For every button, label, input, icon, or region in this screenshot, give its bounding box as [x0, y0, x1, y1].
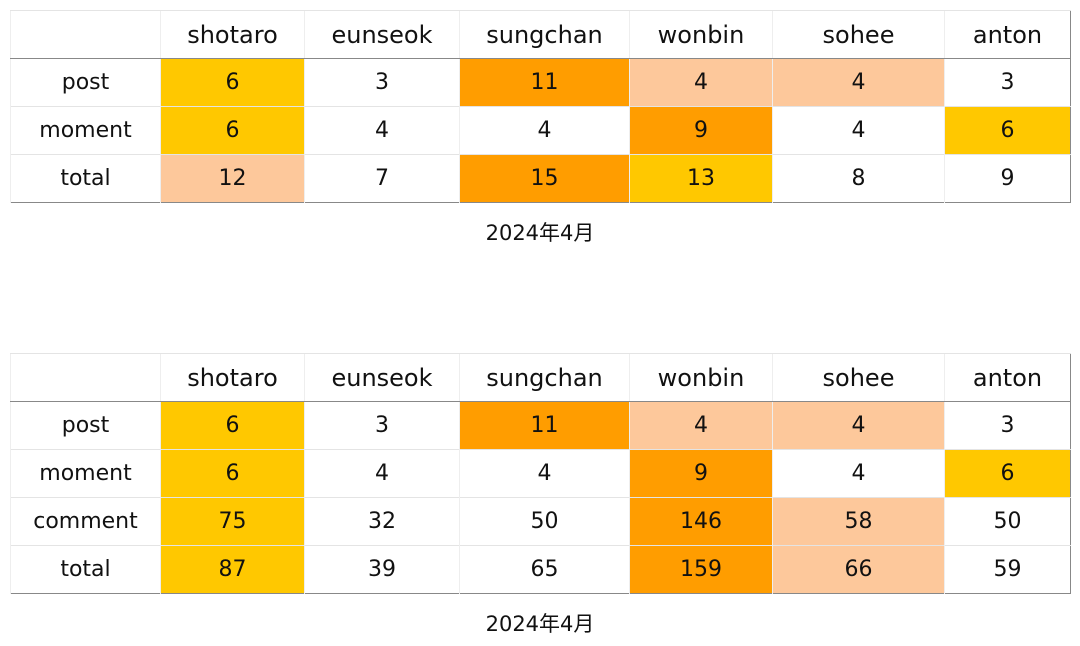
- cell: 50: [944, 497, 1071, 546]
- row-label: post: [10, 58, 161, 107]
- corner: [10, 10, 161, 59]
- cell: 50: [459, 497, 630, 546]
- header-row: shotaro eunseok sungchan wonbin sohee anton: [10, 10, 1071, 59]
- column-header: sungchan: [459, 353, 630, 402]
- cell: 4: [629, 58, 773, 107]
- cell: 4: [772, 449, 945, 498]
- row: post 6 3 11 4 4 3: [10, 58, 1071, 107]
- cell: 12: [160, 154, 305, 203]
- cell: 15: [459, 154, 630, 203]
- cell: 9: [629, 106, 773, 155]
- row: moment 6 4 4 9 4 6: [10, 106, 1071, 155]
- column-header: sohee: [772, 353, 945, 402]
- row: total 87 39 65 159 66 59: [10, 545, 1071, 594]
- cell: 8: [772, 154, 945, 203]
- column-header: shotaro: [160, 10, 305, 59]
- row-label: post: [10, 401, 161, 450]
- row-label: total: [10, 154, 161, 203]
- column-header: wonbin: [629, 10, 773, 59]
- cell: 87: [160, 545, 305, 594]
- cell: 4: [304, 106, 460, 155]
- caption: 2024年4月: [485, 221, 595, 245]
- cell: 4: [772, 106, 945, 155]
- column-header: eunseok: [304, 10, 460, 59]
- row: moment 6 4 4 9 4 6: [10, 449, 1071, 498]
- cell: 6: [160, 401, 305, 450]
- cell: 4: [459, 449, 630, 498]
- row: total 12 7 15 13 8 9: [10, 154, 1071, 203]
- row-label: total: [10, 545, 161, 594]
- cell: 11: [459, 401, 630, 450]
- column-header: sohee: [772, 10, 945, 59]
- column-header: anton: [944, 10, 1071, 59]
- cell: 4: [459, 106, 630, 155]
- cell: 3: [304, 401, 460, 450]
- cell: 6: [160, 58, 305, 107]
- cell: 6: [944, 449, 1071, 498]
- cell: 6: [160, 449, 305, 498]
- cell: 11: [459, 58, 630, 107]
- column-header: anton: [944, 353, 1071, 402]
- row-label: moment: [10, 106, 161, 155]
- cell: 32: [304, 497, 460, 546]
- cell: 159: [629, 545, 773, 594]
- cell: 3: [944, 58, 1071, 107]
- cell: 9: [629, 449, 773, 498]
- row: comment 75 32 50 146 58 50: [10, 497, 1071, 546]
- cell: 4: [304, 449, 460, 498]
- table-block: shotaro eunseok sungchan wonbin sohee anton po…: [10, 10, 1071, 247]
- table: shotaro eunseok sungchan wonbin sohee anton po…: [10, 353, 1071, 594]
- column-header: eunseok: [304, 353, 460, 402]
- cell: 6: [944, 106, 1071, 155]
- cell: 7: [304, 154, 460, 203]
- column-header: sungchan: [459, 10, 630, 59]
- column-header: wonbin: [629, 353, 773, 402]
- caption: 2024年4月: [485, 612, 595, 636]
- corner: [10, 353, 161, 402]
- row: post 6 3 11 4 4 3: [10, 401, 1071, 450]
- cell: 9: [944, 154, 1071, 203]
- header-row: shotaro eunseok sungchan wonbin sohee anton: [10, 353, 1071, 402]
- column-header: shotaro: [160, 353, 305, 402]
- row-label: comment: [10, 497, 161, 546]
- cell: 6: [160, 106, 305, 155]
- cell: 4: [772, 58, 945, 107]
- cell: 3: [304, 58, 460, 107]
- cell: 146: [629, 497, 773, 546]
- table: shotaro eunseok sungchan wonbin sohee anton po…: [10, 10, 1071, 203]
- cell: 13: [629, 154, 773, 203]
- cell: 3: [944, 401, 1071, 450]
- cell: 75: [160, 497, 305, 546]
- table-block: shotaro eunseok sungchan wonbin sohee anton po…: [10, 353, 1071, 638]
- cell: 59: [944, 545, 1071, 594]
- cell: 65: [459, 545, 630, 594]
- cell: 66: [772, 545, 945, 594]
- row-label: moment: [10, 449, 161, 498]
- cell: 39: [304, 545, 460, 594]
- cell: 4: [629, 401, 773, 450]
- cell: 58: [772, 497, 945, 546]
- cell: 4: [772, 401, 945, 450]
